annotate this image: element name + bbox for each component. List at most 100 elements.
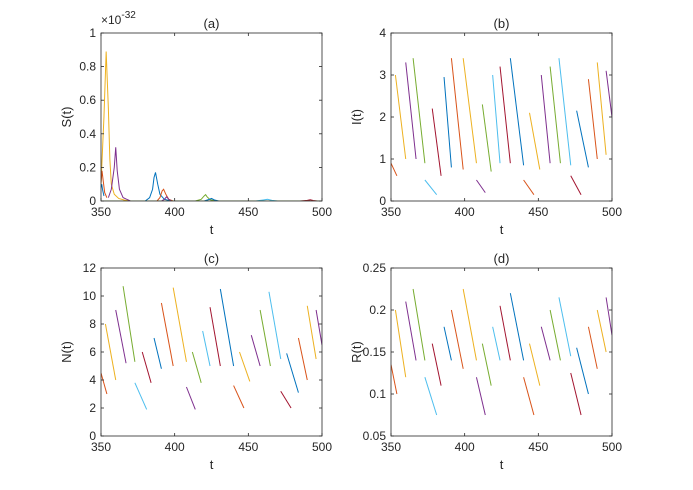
series-line-18 (549, 66, 561, 164)
y-tick-label: 0 (89, 194, 96, 208)
x-tick-label: 450 (238, 205, 258, 219)
series-line-11 (481, 104, 492, 172)
x-tick-label: 500 (312, 205, 332, 219)
y-tick-label: 2 (379, 110, 386, 124)
axes-box (100, 32, 323, 202)
series-group (101, 51, 322, 201)
series-line-14 (219, 288, 235, 367)
panel-3: 350 400 450 500 0 2 4 6 8 10 12 (c) t N(t) (59, 251, 332, 472)
series-line-17 (250, 335, 261, 367)
y-tick-label: 4 (89, 373, 96, 387)
series-line-4 (107, 147, 131, 201)
plot-area (391, 268, 612, 436)
series-line-9 (172, 287, 187, 362)
y-tick-label: 0.4 (79, 127, 96, 141)
x-tick-label: 400 (165, 205, 185, 219)
series-group (391, 58, 612, 196)
series-line-24 (605, 297, 612, 336)
series-line-14 (509, 58, 525, 166)
x-axis-label: t (500, 457, 504, 472)
y-multiplier-label: ×10-32 (101, 10, 136, 27)
x-tick-label: 450 (238, 440, 258, 454)
series-line-23 (596, 62, 607, 155)
series-line-10 (475, 377, 486, 416)
y-tick-label: 3 (379, 68, 386, 82)
x-tick-label: 400 (455, 205, 475, 219)
y-axis-label: S(t) (59, 107, 74, 128)
panel-title: (d) (494, 251, 510, 266)
series-line-2 (101, 170, 108, 198)
series-line-8 (450, 58, 464, 170)
y-tick-label: 2 (89, 401, 96, 415)
y-tick-label: 0.2 (79, 160, 96, 174)
series-line-17 (540, 326, 551, 361)
series-line-13 (499, 66, 511, 164)
series-line-11 (191, 351, 202, 383)
y-tick-label: 0.1 (369, 387, 386, 401)
series-line-5 (134, 382, 148, 410)
y-tick-label: 0.25 (363, 261, 387, 275)
series-line-19 (558, 58, 572, 166)
y-tick-label: 4 (379, 26, 386, 40)
series-line-8 (450, 309, 464, 369)
series-line-12 (492, 74, 501, 164)
x-tick-label: 500 (602, 205, 622, 219)
series-line-22 (297, 337, 308, 381)
y-tick-label: 1 (89, 26, 96, 40)
series-line-7 (443, 326, 452, 361)
series-line-19 (558, 297, 572, 357)
y-axis-label: N(t) (59, 341, 74, 363)
panel-title: (a) (204, 16, 220, 31)
series-line-12 (492, 326, 501, 361)
series-line-3 (405, 301, 417, 361)
series-line-21 (576, 347, 589, 395)
x-tick-label: 500 (312, 440, 332, 454)
series-line-16 (528, 112, 541, 170)
y-tick-label: 6 (89, 345, 96, 359)
y-tick-label: 0.05 (363, 429, 387, 443)
series-line-7 (161, 196, 172, 201)
y-axis-label: I(t) (349, 109, 364, 125)
series-line-15 (233, 385, 245, 409)
series-line-1 (391, 364, 398, 395)
series-line-7 (443, 77, 452, 168)
panel-2: 350 400 450 500 0 1 2 3 4 (b) t I(t) (349, 16, 622, 237)
x-tick-label: 500 (602, 440, 622, 454)
series-line-1 (391, 162, 398, 177)
x-tick-label: 400 (455, 440, 475, 454)
x-axis-label: t (210, 222, 214, 237)
series-line-4 (412, 58, 426, 164)
series-line-17 (540, 74, 551, 164)
y-tick-label: 10 (83, 289, 97, 303)
series-line-1 (101, 372, 108, 395)
series-line-21 (286, 353, 299, 393)
series-line-3 (115, 309, 127, 364)
series-line-20 (280, 390, 292, 409)
series-line-5 (424, 377, 438, 416)
series-line-8 (160, 302, 174, 367)
series-line-6 (141, 351, 152, 383)
series-line-24 (605, 70, 612, 118)
series-line-4 (122, 286, 136, 362)
x-tick-label: 350 (381, 440, 401, 454)
series-line-1 (101, 51, 131, 201)
series-line-5 (144, 172, 172, 201)
series-line-19 (268, 291, 282, 360)
series-line-4 (412, 288, 426, 361)
series-line-13 (209, 307, 221, 367)
panel-1: 350 400 450 500 0 0.2 0.4 0.6 0.8 1 (a) t S(t) ×10-32 (59, 10, 332, 237)
plot-area (101, 33, 322, 201)
series-line-23 (596, 309, 607, 353)
series-line-20 (570, 175, 582, 195)
y-tick-label: 0.15 (363, 345, 387, 359)
y-tick-label: 0.2 (369, 303, 386, 317)
series-line-2 (104, 323, 117, 381)
series-line-23 (306, 305, 317, 360)
panel-title: (c) (204, 251, 219, 266)
series-group (391, 288, 612, 416)
series-line-11 (481, 343, 492, 386)
y-tick-label: 1 (379, 152, 386, 166)
y-tick-label: 12 (83, 261, 97, 275)
y-tick-label: 0 (89, 429, 96, 443)
series-line-9 (462, 58, 477, 164)
